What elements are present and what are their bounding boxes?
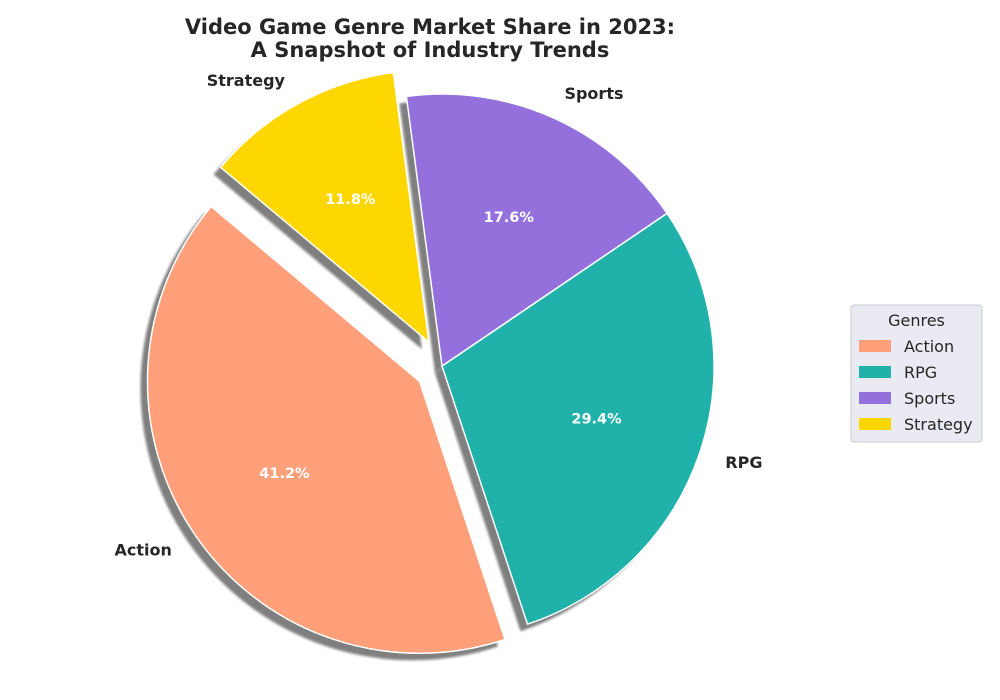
category-label-rpg: RPG bbox=[725, 453, 762, 472]
legend-swatch-rpg bbox=[859, 366, 891, 378]
category-label-action: Action bbox=[115, 540, 172, 559]
slice-rpg bbox=[441, 212, 715, 625]
percent-label-strategy: 11.8% bbox=[325, 192, 376, 208]
category-label-sports: Sports bbox=[564, 84, 623, 103]
slice-action bbox=[146, 205, 506, 654]
legend-swatch-action bbox=[859, 340, 891, 352]
legend-label-strategy: Strategy bbox=[904, 415, 973, 434]
legend: Genres Action RPG Sports Strategy bbox=[850, 304, 983, 443]
chart-title-line-2: A Snapshot of Industry Trends bbox=[251, 38, 610, 62]
percent-label-action: 41.2% bbox=[259, 466, 310, 482]
pie-slices bbox=[146, 71, 715, 654]
slice-sports bbox=[405, 93, 668, 367]
percent-labels: 41.2% 29.4% 17.6% 11.8% bbox=[259, 192, 622, 482]
category-labels: Action RPG Sports Strategy bbox=[115, 71, 763, 559]
legend-swatch-sports bbox=[859, 392, 891, 404]
category-label-strategy: Strategy bbox=[207, 71, 286, 90]
chart-title-line-1: Video Game Genre Market Share in 2023: bbox=[185, 15, 675, 39]
percent-label-sports: 17.6% bbox=[484, 210, 535, 226]
legend-label-rpg: RPG bbox=[904, 363, 937, 382]
legend-label-action: Action bbox=[904, 337, 954, 356]
legend-swatch-strategy bbox=[859, 418, 891, 430]
legend-label-sports: Sports bbox=[904, 389, 955, 408]
legend-title: Genres bbox=[888, 311, 945, 330]
slice-strategy bbox=[219, 71, 430, 343]
percent-label-rpg: 29.4% bbox=[571, 411, 622, 427]
legend-frame bbox=[850, 304, 983, 443]
